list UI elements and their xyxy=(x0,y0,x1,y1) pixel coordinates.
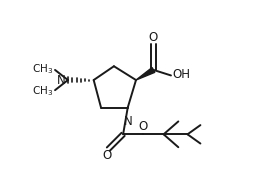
Text: O: O xyxy=(103,149,112,162)
Text: O: O xyxy=(148,31,157,44)
Text: OH: OH xyxy=(173,68,191,81)
Text: CH$_3$: CH$_3$ xyxy=(32,62,53,76)
Text: O: O xyxy=(139,121,148,133)
Polygon shape xyxy=(136,68,155,80)
Text: CH$_3$: CH$_3$ xyxy=(32,84,53,98)
Text: N: N xyxy=(124,115,133,128)
Text: N: N xyxy=(57,74,66,86)
